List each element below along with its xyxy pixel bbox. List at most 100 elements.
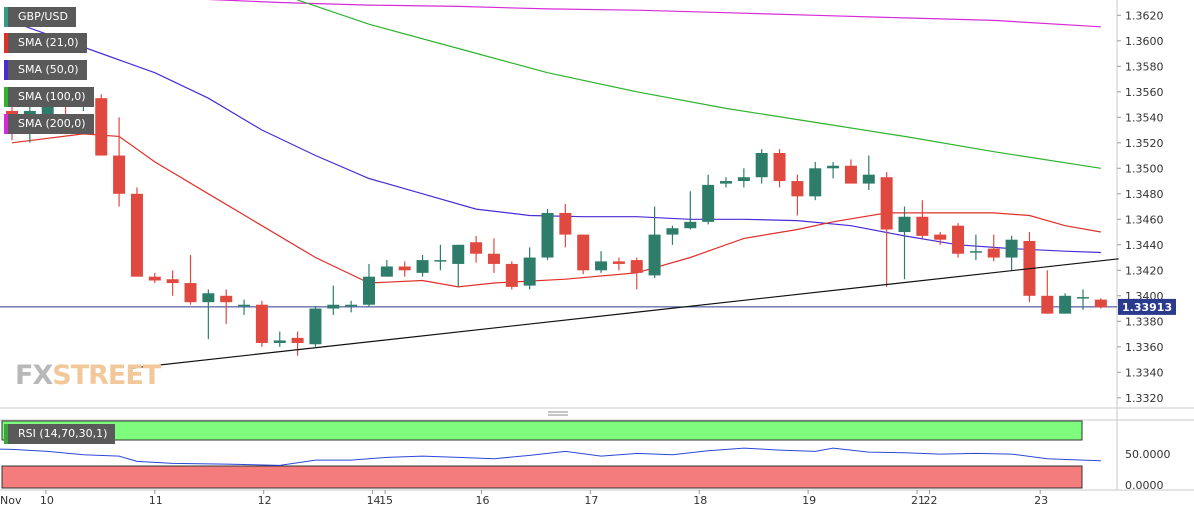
- candle-body: [309, 308, 322, 345]
- candle-body: [380, 266, 393, 277]
- candle: [202, 289, 215, 340]
- current-price-tag: [1118, 298, 1176, 315]
- time-tick-label: 22: [923, 494, 937, 507]
- time-tick-label: 19: [802, 494, 816, 507]
- support-trendline: [127, 258, 1119, 370]
- candle-body: [916, 216, 929, 236]
- price-tick-label: 1.3460: [1125, 213, 1164, 226]
- time-tick-label: 15: [379, 494, 393, 507]
- candle-body: [898, 216, 911, 233]
- candle: [487, 238, 500, 273]
- candle: [773, 149, 786, 188]
- current-price-value: 1.33913: [1122, 301, 1172, 314]
- time-tick-label: 12: [258, 494, 272, 507]
- time-tick-label: 21: [911, 494, 925, 507]
- price-tick-label: 1.3360: [1125, 341, 1164, 354]
- candle: [827, 161, 840, 179]
- candle: [113, 117, 126, 207]
- candle: [809, 161, 822, 201]
- candle-body: [987, 248, 1000, 258]
- candle-body: [702, 184, 715, 222]
- candle: [595, 251, 608, 273]
- sma-50-line: [11, 21, 1101, 254]
- candle-body: [273, 340, 286, 343]
- candle: [327, 285, 340, 315]
- candle-body: [327, 304, 340, 309]
- fxstreet-logo: FXSTREET: [15, 360, 161, 391]
- price-tick-label: 1.3580: [1125, 60, 1164, 73]
- rsi-line: [0, 447, 1101, 466]
- legend-sma-50[interactable]: SMA (50,0): [4, 60, 87, 80]
- rsi-overbought-zone: [1, 420, 1083, 441]
- candle: [898, 206, 911, 280]
- rsi-tick-label: 0.0000: [1125, 479, 1164, 492]
- candle: [684, 191, 697, 230]
- candle: [577, 234, 590, 275]
- candle: [612, 257, 625, 271]
- rsi-label[interactable]: RSI (14,70,30,1): [4, 424, 116, 444]
- candle-body: [737, 177, 750, 182]
- legend-sma-100[interactable]: SMA (100,0): [4, 87, 94, 107]
- time-tick-label: 23: [1034, 494, 1048, 507]
- candle-body: [148, 276, 161, 281]
- candle-body: [220, 295, 233, 303]
- candle: [952, 223, 965, 258]
- candle-body: [434, 260, 447, 262]
- candle-body: [130, 193, 143, 277]
- candle: [148, 272, 161, 284]
- legend-sma-21[interactable]: SMA (21,0): [4, 33, 87, 53]
- candle: [1094, 298, 1107, 309]
- time-tick-label: 18: [693, 494, 707, 507]
- candle: [452, 244, 465, 287]
- candle-body: [559, 212, 572, 235]
- time-tick-label: 17: [584, 494, 598, 507]
- candle: [1059, 293, 1072, 314]
- candle: [1005, 235, 1018, 271]
- candle: [1077, 289, 1089, 310]
- price-tick-label: 1.3500: [1125, 162, 1164, 175]
- candle: [541, 209, 554, 261]
- candle: [880, 172, 893, 287]
- candle-body: [202, 293, 215, 303]
- candle-body: [184, 283, 197, 303]
- candle: [345, 300, 358, 313]
- candle-body: [952, 225, 965, 254]
- candle-body: [809, 168, 822, 197]
- legend-sma-200[interactable]: SMA (200,0): [4, 114, 94, 134]
- candle: [95, 94, 108, 156]
- candle: [755, 149, 768, 184]
- candle-body: [291, 337, 304, 343]
- price-tick-label: 1.3440: [1125, 239, 1164, 252]
- candle-body: [880, 177, 893, 230]
- candle: [934, 232, 947, 245]
- candle: [220, 289, 233, 324]
- price-tick-label: 1.3420: [1125, 264, 1164, 277]
- time-tick-label: 11: [149, 494, 163, 507]
- candle-body: [934, 234, 947, 240]
- candle: [862, 155, 875, 190]
- candle-body: [541, 212, 554, 258]
- candle-body: [755, 153, 768, 178]
- symbol-label[interactable]: GBP/USD: [4, 7, 76, 27]
- candle: [1041, 270, 1054, 314]
- candle-body: [523, 257, 536, 286]
- candle: [184, 255, 197, 305]
- candle: [987, 234, 1000, 262]
- rsi-oversold-zone: [1, 465, 1083, 489]
- price-tick-label: 1.3540: [1125, 111, 1164, 124]
- candle-body: [862, 174, 875, 184]
- candle: [844, 159, 857, 184]
- candle-body: [1005, 239, 1018, 258]
- candle-body: [238, 304, 251, 307]
- candle-body: [487, 253, 500, 264]
- sma-100-line: [296, 0, 1101, 169]
- price-tick-label: 1.3320: [1125, 392, 1164, 405]
- candle: [648, 206, 661, 278]
- candle: [291, 331, 304, 356]
- candle: [523, 247, 536, 290]
- time-tick-label: 16: [475, 494, 489, 507]
- candle: [273, 331, 286, 347]
- candle: [380, 260, 393, 277]
- candle-body: [363, 276, 375, 305]
